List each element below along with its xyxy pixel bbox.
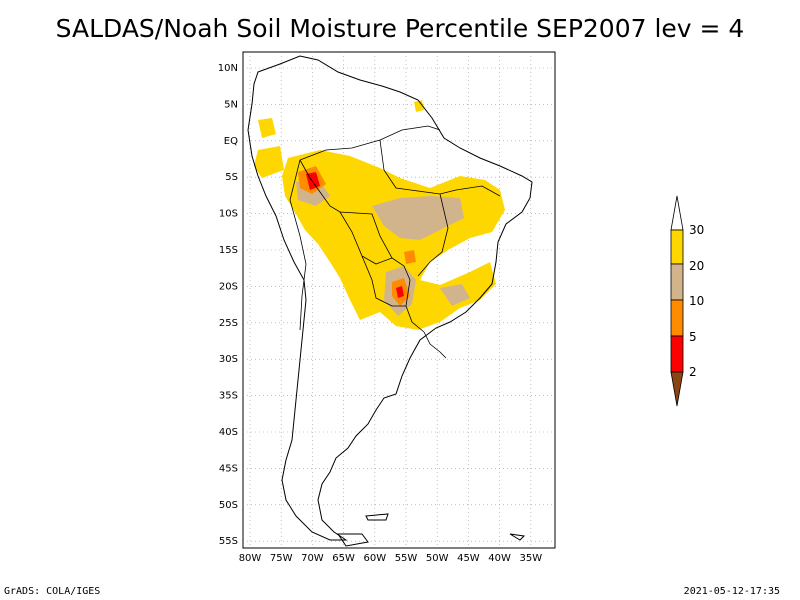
color-bar-legend: 30 20 10 5 2 — [670, 195, 704, 407]
legend-swatch-tan — [670, 263, 684, 301]
border-paraguay — [361, 255, 406, 307]
lat-tick-label: 15S — [219, 245, 238, 256]
south-georgia-outline — [509, 533, 526, 541]
footer-timestamp: 2021-05-12-17:35 — [683, 586, 780, 597]
legend-swatch-orange — [670, 299, 684, 337]
shading-yellow-amazon — [282, 150, 505, 330]
legend-label-10: 10 — [689, 294, 704, 308]
shading-red-south — [396, 286, 404, 298]
lon-tick-label: 55W — [395, 553, 418, 564]
lat-tick-label: 40S — [219, 427, 238, 438]
legend-label-2: 2 — [689, 365, 697, 379]
lon-tick-label: 35W — [519, 553, 542, 564]
lat-tick-label: 45S — [219, 463, 238, 474]
lon-tick-label: 50W — [426, 553, 449, 564]
lat-tick-label: 55S — [219, 536, 238, 547]
border-brazil-states-1 — [379, 139, 457, 195]
lat-tick-label: 10N — [218, 63, 238, 74]
legend-label-20: 20 — [689, 259, 704, 273]
lon-tick-label: 65W — [332, 553, 355, 564]
legend-label-30: 30 — [689, 223, 704, 237]
lat-tick-label: 50S — [219, 500, 238, 511]
tierra-del-fuego-outline — [337, 533, 369, 547]
percentile-shading — [254, 100, 505, 330]
lon-tick-label: 40W — [488, 553, 511, 564]
shading-tan-east — [440, 284, 470, 306]
lat-tick-label: 10S — [219, 209, 238, 220]
lat-tick-label: 5S — [225, 172, 238, 183]
country-borders — [289, 125, 501, 359]
longitude-labels: 80W 75W 70W 65W 60W 55W 50W 45W 40W 35W — [239, 553, 543, 564]
map-title: SALDAS/Noah Soil Moisture Percentile SEP… — [55, 14, 745, 43]
lat-tick-label: 5N — [224, 99, 238, 110]
lon-tick-label: 70W — [301, 553, 324, 564]
border-andes — [289, 159, 307, 331]
legend-label-5: 5 — [689, 330, 697, 344]
lat-tick-label: 20S — [219, 281, 238, 292]
shading-yellow-west — [254, 146, 284, 178]
lat-tick-label: EQ — [224, 136, 238, 147]
border-brazil-states-2 — [417, 193, 449, 277]
shading-yellow-amapa — [414, 100, 424, 112]
lon-tick-label: 45W — [457, 553, 480, 564]
legend-swatch-red — [670, 335, 684, 373]
shading-tan-central — [372, 196, 464, 240]
lon-tick-label: 60W — [363, 553, 386, 564]
lat-tick-label: 30S — [219, 354, 238, 365]
border-uruguay — [423, 331, 447, 359]
shading-yellow-north — [258, 118, 276, 138]
lon-tick-label: 80W — [239, 553, 262, 564]
legend-top-arrow — [670, 195, 684, 231]
south-america-outline — [247, 55, 533, 541]
legend-bottom-arrow — [670, 371, 684, 407]
falklands-outline — [365, 513, 389, 521]
border-brazil-states-3 — [455, 185, 501, 197]
legend-swatch-yellow — [670, 229, 684, 265]
footer-credit: GrADS: COLA/IGES — [4, 586, 101, 597]
lat-tick-label: 25S — [219, 318, 238, 329]
lat-tick-label: 35S — [219, 391, 238, 402]
lon-tick-label: 75W — [270, 553, 293, 564]
coastline — [247, 55, 533, 547]
latitude-labels: 10N 5N EQ 5S 10S 15S 20S 25S 30S 35S 40S 45S 50S 55S — [218, 63, 238, 547]
shading-orange-center — [404, 250, 416, 264]
